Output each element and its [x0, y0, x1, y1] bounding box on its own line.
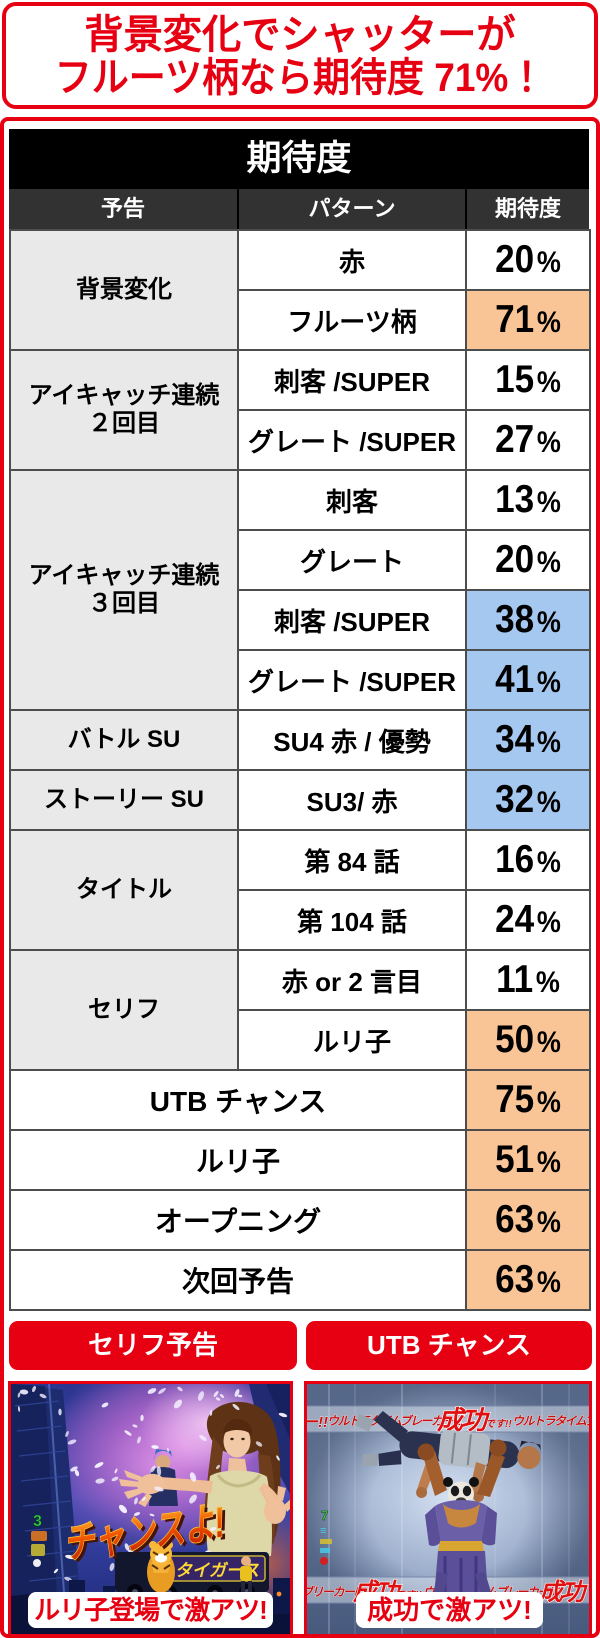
svg-text:≡: ≡ — [320, 1525, 326, 1537]
svg-text:成功: 成功 — [436, 1405, 490, 1435]
svg-text:3: 3 — [33, 1513, 42, 1530]
svg-text:7: 7 — [321, 1508, 328, 1523]
svg-text:です!!: です!! — [485, 1418, 512, 1430]
svg-text:ブリーカーに: ブリーカーに — [307, 1585, 367, 1599]
svg-text:タイガース: タイガース — [175, 1561, 259, 1580]
svg-text:ウルトラタイムブレ: ウルトラタイムブレ — [512, 1414, 589, 1428]
svg-text:ー!!: ー!! — [307, 1414, 328, 1431]
svg-text:成功: 成功 — [538, 1579, 588, 1606]
